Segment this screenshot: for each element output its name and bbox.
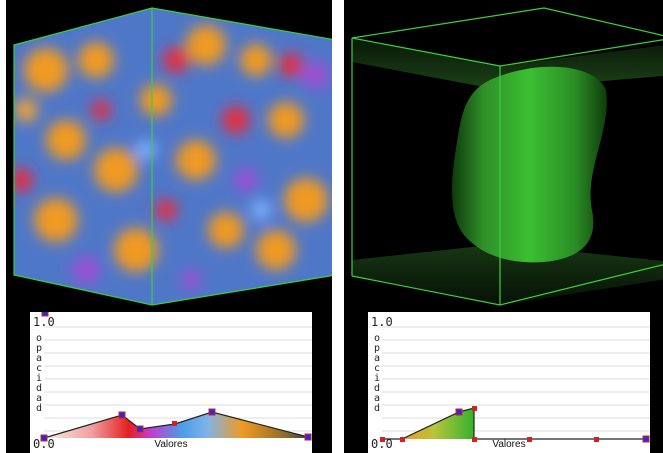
control-point[interactable] — [380, 437, 385, 442]
control-point[interactable] — [642, 435, 650, 443]
x-axis-label: Valores — [492, 439, 526, 450]
render-panel-left: 1.0 opacidad 0.0 Valores — [6, 0, 332, 453]
transfer-function-editor-right[interactable]: 1.0 opacidad 0.0 Valores — [368, 312, 650, 453]
volume-view-left[interactable] — [6, 0, 332, 310]
y-min-label: 0.0 — [371, 437, 393, 451]
x-axis-label: Valores — [154, 439, 188, 450]
render-panel-right: 1.0 opacidad 0.0 Valores — [344, 0, 663, 453]
volume-view-right[interactable] — [344, 0, 663, 310]
y-min-label: 0.0 — [33, 437, 55, 451]
grid-lines-right — [382, 326, 650, 432]
bounding-box-right — [351, 7, 663, 306]
volume-rendering-left — [14, 8, 332, 305]
control-point[interactable] — [40, 434, 48, 442]
control-point-top[interactable] — [41, 312, 49, 317]
tf-area-right — [402, 408, 474, 439]
control-point[interactable] — [208, 408, 216, 416]
control-point[interactable] — [455, 408, 463, 416]
y-axis-label: opacidad — [36, 333, 43, 414]
control-point[interactable] — [472, 437, 477, 442]
control-point[interactable] — [472, 406, 477, 411]
y-max-label: 1.0 — [33, 315, 55, 329]
transfer-function-editor-left[interactable]: 1.0 opacidad 0.0 Valores — [30, 312, 312, 453]
control-point[interactable] — [400, 437, 405, 442]
control-point[interactable] — [118, 411, 126, 419]
transfer-function-plot-left — [40, 312, 312, 442]
grid-lines-left — [44, 326, 312, 432]
y-axis-label: opacidad — [374, 333, 381, 414]
control-point[interactable] — [136, 425, 144, 433]
control-point[interactable] — [527, 437, 532, 442]
transfer-function-plot-right — [380, 326, 650, 443]
volume-rendering-right — [352, 38, 663, 305]
tf-curve-left — [43, 411, 309, 439]
control-point[interactable] — [172, 421, 177, 426]
bounding-box-left — [13, 7, 332, 306]
y-max-label: 1.0 — [371, 315, 393, 329]
control-point[interactable] — [594, 437, 599, 442]
control-point[interactable] — [304, 433, 312, 441]
tf-curve-right — [382, 407, 646, 440]
